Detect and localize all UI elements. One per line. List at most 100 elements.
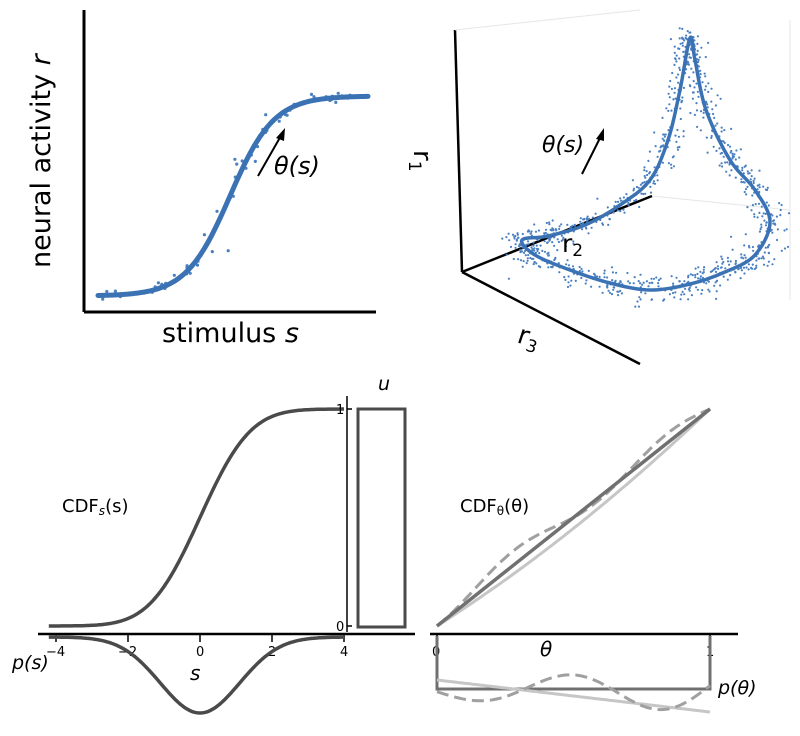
panel-b-box-edge: [454, 9, 641, 31]
panel-d-pdf-light-curve: [436, 678, 711, 714]
scatter-point: [713, 116, 716, 119]
scatter-point: [215, 209, 219, 213]
scatter-point: [631, 179, 635, 182]
scatter-point: [694, 267, 697, 270]
scatter-point: [606, 276, 609, 279]
scatter-point: [566, 259, 569, 262]
scatter-point: [673, 57, 677, 60]
scatter-point: [690, 294, 694, 297]
scatter-point: [612, 211, 615, 214]
scatter-point: [632, 187, 636, 190]
scatter-point: [662, 299, 665, 302]
scatter-point: [712, 112, 715, 116]
scatter-point: [606, 206, 609, 209]
scatter-point: [550, 265, 553, 269]
scatter-point: [761, 255, 765, 258]
scatter-point: [638, 205, 641, 209]
scatter-point: [617, 294, 620, 297]
scatter-point: [610, 293, 614, 296]
scatter-point: [673, 91, 676, 94]
scatter-point: [547, 266, 550, 269]
scatter-point: [751, 204, 755, 207]
scatter-point: [711, 269, 714, 273]
scatter-point: [746, 170, 749, 173]
scatter-point: [584, 282, 587, 285]
scatter-point: [773, 258, 776, 261]
scatter-point: [655, 276, 658, 279]
scatter-point: [767, 251, 770, 254]
scatter-point: [734, 158, 737, 161]
scatter-point: [596, 197, 599, 200]
scatter-point: [536, 239, 539, 242]
scatter-point: [642, 281, 645, 284]
scatter-point: [592, 272, 596, 275]
scatter-point: [663, 135, 667, 138]
scatter-point: [671, 71, 674, 75]
scatter-point: [721, 262, 724, 265]
scatter-point: [653, 182, 657, 185]
scatter-point: [674, 134, 677, 137]
scatter-point: [701, 289, 704, 292]
scatter-point: [627, 280, 630, 283]
scatter-point: [718, 147, 721, 150]
scatter-point: [752, 179, 755, 182]
scatter-point: [726, 256, 730, 259]
scatter-point: [521, 265, 524, 268]
scatter-point: [692, 80, 695, 83]
scatter-point: [553, 244, 556, 247]
scatter-point: [514, 243, 517, 246]
scatter-point: [567, 281, 570, 284]
scatter-point: [616, 209, 620, 212]
scatter-point: [556, 249, 559, 252]
scatter-point: [571, 265, 575, 268]
scatter-point: [743, 190, 746, 194]
scatter-point: [712, 145, 715, 148]
scatter-point: [619, 210, 622, 213]
scatter-point: [639, 298, 642, 301]
scatter-point: [619, 197, 622, 200]
scatter-point: [601, 222, 604, 225]
scatter-point: [696, 125, 699, 128]
scatter-point: [752, 181, 755, 185]
scatter-point: [547, 254, 550, 257]
scatter-point: [635, 198, 638, 202]
scatter-point: [677, 81, 680, 84]
scatter-point: [665, 107, 668, 110]
panel-b-r1-label: r1: [404, 150, 437, 172]
scatter-point: [702, 268, 705, 271]
scatter-point: [753, 267, 756, 271]
scatter-point: [695, 102, 698, 105]
scatter-point: [764, 246, 767, 249]
scatter-point: [695, 286, 698, 289]
scatter-point: [534, 230, 538, 233]
scatter-point: [519, 250, 522, 254]
scatter-point: [648, 172, 651, 175]
scatter-point: [756, 188, 759, 191]
scatter-point: [663, 139, 666, 142]
scatter-point: [775, 215, 779, 218]
scatter-point: [763, 251, 766, 254]
panel-c-s-label: s: [190, 661, 200, 685]
scatter-point: [558, 225, 561, 228]
scatter-point: [639, 273, 642, 276]
scatter-point: [527, 253, 530, 257]
scatter-point: [783, 229, 786, 232]
scatter-point: [679, 117, 682, 121]
scatter-point: [720, 151, 724, 155]
scatter-point: [659, 277, 662, 280]
scatter-point: [699, 270, 702, 273]
panel-a-scatter-points: [98, 91, 353, 301]
scatter-point: [544, 231, 547, 235]
scatter-point: [704, 85, 708, 88]
scatter-point: [702, 111, 705, 114]
scatter-point: [644, 292, 647, 295]
scatter-point: [608, 291, 612, 294]
scatter-point: [733, 153, 736, 156]
scatter-point: [724, 267, 727, 270]
scatter-point: [699, 277, 702, 280]
scatter-point: [688, 289, 691, 292]
scatter-point: [646, 173, 649, 177]
panel-a-theta-label: θ(s): [274, 152, 320, 180]
scatter-point: [745, 193, 748, 196]
scatter-point: [548, 221, 551, 224]
